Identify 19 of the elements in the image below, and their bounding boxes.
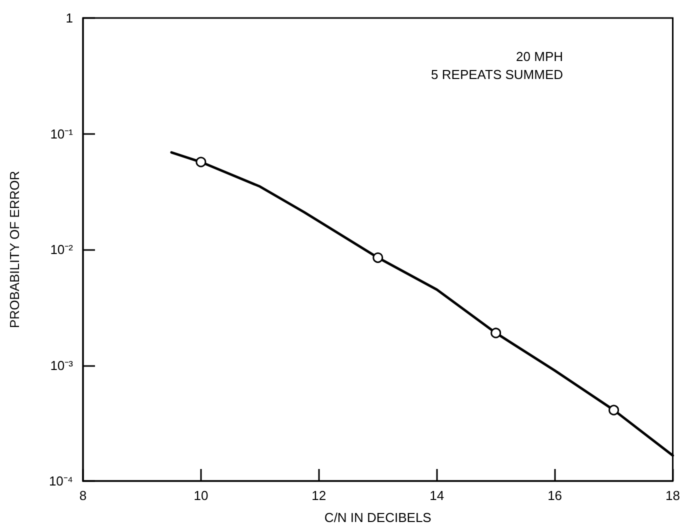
- y-tick-label: 10⁻³: [50, 358, 74, 373]
- annotation: 20 MPH: [516, 49, 564, 64]
- annotation: 5 REPEATS SUMMED: [431, 67, 564, 82]
- x-tick-label: 12: [312, 488, 326, 503]
- point: [372, 252, 384, 263]
- x-axis-title: C/N IN DECIBELS: [324, 510, 432, 525]
- y-tick-label: 10⁻²: [50, 242, 74, 257]
- x-tick-label: 14: [430, 488, 444, 503]
- x-tick-label: 16: [548, 488, 562, 503]
- x-tick-label: 18: [666, 488, 680, 503]
- y-tick-label: 10⁻¹: [50, 126, 74, 142]
- point: [196, 156, 206, 168]
- x-tick-label: 10: [194, 488, 208, 503]
- x-tick-label: 8: [79, 488, 87, 503]
- point: [608, 404, 620, 416]
- y-tick-label: 1: [66, 10, 73, 26]
- point: [490, 328, 502, 338]
- y-tick-label: 10⁻⁴: [48, 474, 73, 488]
- y-axis-title: PROBABILITY OF ERROR: [7, 170, 22, 328]
